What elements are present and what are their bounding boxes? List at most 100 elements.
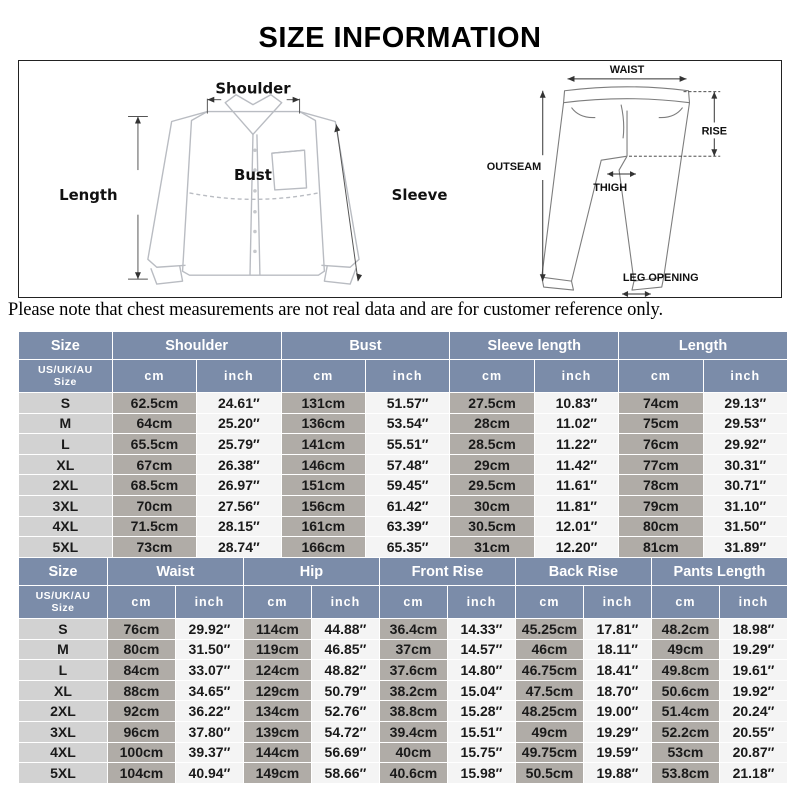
- cell-value: 18.11″: [583, 639, 651, 660]
- cell-value: 61.42″: [365, 495, 450, 516]
- cell-value: 21.18″: [719, 763, 787, 783]
- table-row: XL 67cm 26.38″ 146cm 57.48″ 29cm 11.42″ 77cm 30.…: [19, 454, 787, 475]
- cell-value: 31.50″: [175, 639, 243, 660]
- cell-value: 46cm: [515, 639, 583, 660]
- cell-value: 33.07″: [175, 660, 243, 680]
- pants-label-leg-opening: LEG OPENING: [623, 272, 699, 284]
- cell-value: 30.71″: [703, 475, 787, 495]
- cell-value: 88cm: [107, 680, 175, 701]
- header-unit-inch-hip: inch: [311, 586, 379, 618]
- table-row: L 84cm 33.07″ 124cm 48.82″ 37.6cm 14.80″ 46.75c…: [19, 660, 787, 680]
- cell-value: 29.92″: [175, 619, 243, 639]
- cell-value: 49.8cm: [651, 660, 719, 680]
- header-size-region: US/UK/AU Size: [19, 586, 107, 618]
- cell-value: 40.6cm: [379, 763, 447, 783]
- cell-size-s: S: [19, 393, 112, 413]
- cell-value: 79cm: [619, 495, 703, 516]
- cell-value: 37.80″: [175, 721, 243, 742]
- cell-value: 129cm: [243, 680, 311, 701]
- cell-value: 67cm: [112, 454, 197, 475]
- page-title: SIZE INFORMATION: [258, 22, 542, 54]
- cell-value: 45.25cm: [515, 619, 583, 639]
- pants-label-rise: RISE: [702, 125, 727, 137]
- top-size-table: Size Shoulder Bust Sleeve length Length US/UK…: [18, 331, 788, 558]
- cell-value: 81cm: [619, 537, 703, 557]
- table-row: 3XL 96cm 37.80″ 139cm 54.72″ 39.4cm 15.51″ 49cm…: [19, 721, 787, 742]
- cell-value: 14.33″: [447, 619, 515, 639]
- cell-value: 29.5cm: [450, 475, 534, 495]
- cell-value: 27.56″: [197, 495, 281, 516]
- cell-value: 18.70″: [583, 680, 651, 701]
- table-row: S 76cm 29.92″ 114cm 44.88″ 36.4cm 14.33″ 45.25c…: [19, 619, 787, 639]
- header-size-label: Size: [19, 332, 112, 359]
- table-row: 4XL 100cm 39.37″ 144cm 56.69″ 40cm 15.75″ 49.75…: [19, 742, 787, 763]
- header-unit-inch-shoulder: inch: [197, 360, 281, 392]
- cell-value: 57.48″: [365, 454, 450, 475]
- cell-value: 11.22″: [534, 434, 619, 454]
- header-unit-cm-back-rise: cm: [515, 586, 583, 618]
- cell-value: 71.5cm: [112, 516, 197, 537]
- cell-value: 38.8cm: [379, 701, 447, 721]
- cell-value: 31.50″: [703, 516, 787, 537]
- cell-value: 14.80″: [447, 660, 515, 680]
- cell-value: 15.28″: [447, 701, 515, 721]
- cell-value: 18.41″: [583, 660, 651, 680]
- header-group-waist: Waist: [107, 558, 243, 585]
- cell-value: 19.61″: [719, 660, 787, 680]
- table-row: XL 88cm 34.65″ 129cm 50.79″ 38.2cm 15.04″ 47.5c…: [19, 680, 787, 701]
- cell-value: 78cm: [619, 475, 703, 495]
- table-row: 5XL 73cm 28.74″ 166cm 65.35″ 31cm 12.20″ 81cm 31…: [19, 537, 787, 557]
- cell-value: 50.79″: [311, 680, 379, 701]
- cell-value: 144cm: [243, 742, 311, 763]
- cell-value: 31cm: [450, 537, 534, 557]
- cell-value: 48.2cm: [651, 619, 719, 639]
- cell-size-3xl: 3XL: [19, 495, 112, 516]
- cell-size-l: L: [19, 660, 107, 680]
- cell-value: 84cm: [107, 660, 175, 680]
- cell-value: 37cm: [379, 639, 447, 660]
- cell-value: 29.53″: [703, 413, 787, 434]
- cell-value: 40cm: [379, 742, 447, 763]
- cell-value: 25.79″: [197, 434, 281, 454]
- header-size-region-line2: Size: [53, 376, 77, 388]
- header-unit-cm-sleeve-length: cm: [450, 360, 534, 392]
- cell-value: 19.00″: [583, 701, 651, 721]
- cell-value: 17.81″: [583, 619, 651, 639]
- cell-value: 28.15″: [197, 516, 281, 537]
- table-row: M 64cm 25.20″ 136cm 53.54″ 28cm 11.02″ 75cm 29.5…: [19, 413, 787, 434]
- shirt-label-length: Length: [59, 186, 117, 204]
- cell-value: 31.10″: [703, 495, 787, 516]
- cell-value: 62.5cm: [112, 393, 197, 413]
- cell-value: 37.6cm: [379, 660, 447, 680]
- table-row: 2XL 68.5cm 26.97″ 151cm 59.45″ 29.5cm 11.61″ 78…: [19, 475, 787, 495]
- cell-value: 47.5cm: [515, 680, 583, 701]
- cell-value: 52.2cm: [651, 721, 719, 742]
- cell-size-m: M: [19, 639, 107, 660]
- cell-value: 59.45″: [365, 475, 450, 495]
- shirt-label-sleeve: Sleeve: [392, 186, 448, 204]
- cell-value: 119cm: [243, 639, 311, 660]
- pants-label-outseam: OUTSEAM: [487, 161, 541, 173]
- header-group-hip: Hip: [243, 558, 379, 585]
- shirt-diagram-container: Shoulder Length Bust: [19, 61, 479, 297]
- table-row: S 62.5cm 24.61″ 131cm 51.57″ 27.5cm 10.83″ 74cm…: [19, 393, 787, 413]
- cell-value: 136cm: [281, 413, 365, 434]
- cell-value: 15.04″: [447, 680, 515, 701]
- cell-value: 100cm: [107, 742, 175, 763]
- header-group-row: Size Shoulder Bust Sleeve length Length: [19, 332, 787, 359]
- header-unit-inch-sleeve-length: inch: [534, 360, 619, 392]
- cell-value: 156cm: [281, 495, 365, 516]
- cell-value: 38.2cm: [379, 680, 447, 701]
- cell-value: 131cm: [281, 393, 365, 413]
- cell-value: 46.85″: [311, 639, 379, 660]
- cell-value: 19.29″: [583, 721, 651, 742]
- header-group-front-rise: Front Rise: [379, 558, 515, 585]
- header-unit-cm-front-rise: cm: [379, 586, 447, 618]
- cell-value: 76cm: [107, 619, 175, 639]
- cell-value: 19.88″: [583, 763, 651, 783]
- cell-value: 104cm: [107, 763, 175, 783]
- pants-label-thigh: THIGH: [593, 182, 627, 194]
- cell-value: 30.31″: [703, 454, 787, 475]
- cell-value: 44.88″: [311, 619, 379, 639]
- header-size-region-line1: US/UK/AU: [37, 364, 93, 376]
